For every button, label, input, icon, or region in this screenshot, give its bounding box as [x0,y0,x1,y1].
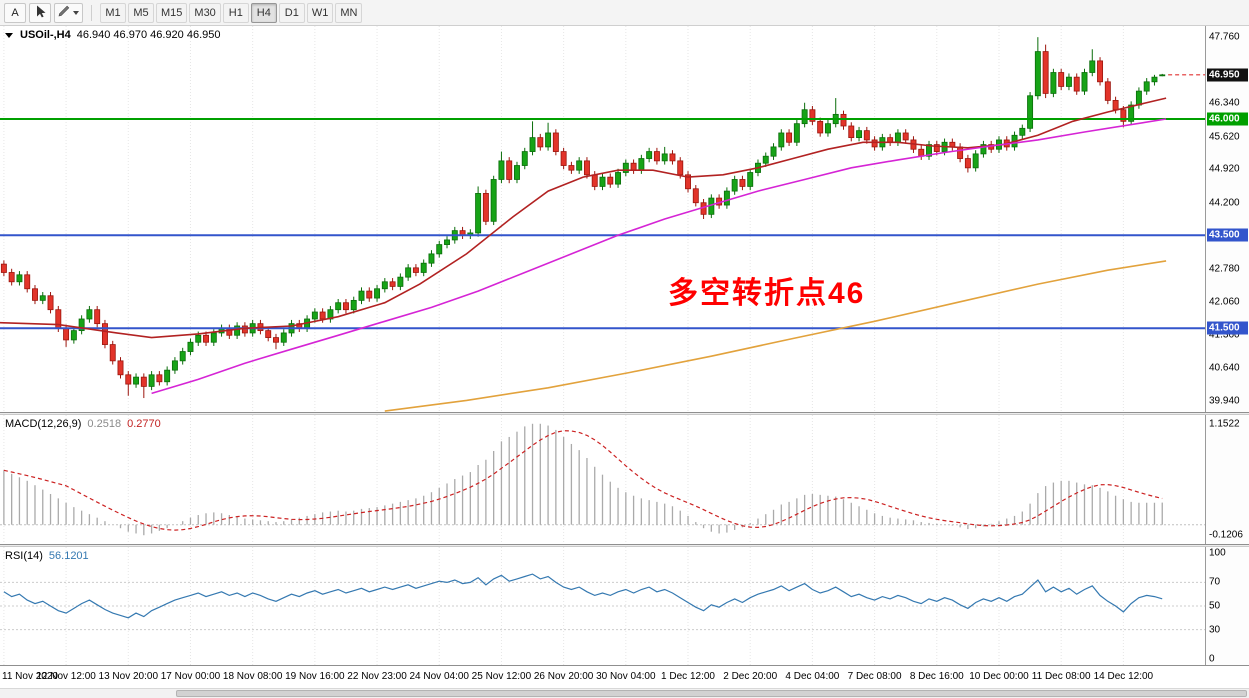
time-axis-label: 19 Nov 16:00 [285,671,345,682]
chart-annotation[interactable]: 多空转折点46 [668,277,866,310]
time-axis-label: 17 Nov 00:00 [160,671,221,682]
scale-label: 100 [1209,547,1226,559]
time-axis-label: 13 Nov 20:00 [98,671,159,682]
panel-splitter[interactable] [0,544,1249,547]
scale-label: 42.060 [1209,296,1240,308]
rsi-name: RSI(14) [5,550,43,562]
scale-label: 44.920 [1209,163,1240,175]
timeframe-button-m1[interactable]: M1 [100,2,126,23]
timeframe-button-m30[interactable]: M30 [189,2,221,23]
time-axis-label: 14 Dec 12:00 [1093,671,1154,682]
scale-label: 47.760 [1209,31,1240,43]
macd-histogram-group [3,423,1163,536]
timeframe-button-h4[interactable]: H4 [250,2,277,23]
scale-label: 30 [1209,624,1221,636]
cursor-icon [35,5,46,21]
time-axis-label: 7 Dec 08:00 [847,671,902,682]
scale-label: 0 [1209,653,1215,665]
timeframe-button-w1[interactable]: W1 [306,2,334,23]
scale-label: 70 [1209,576,1221,588]
time-axis-label: 24 Nov 04:00 [409,671,469,682]
scale-label: 46.340 [1209,97,1240,109]
price-badge: 43.500 [1207,228,1248,242]
price-badge: 46.950 [1207,68,1248,82]
price-badge: 41.500 [1207,321,1248,335]
chart-title: USOil-,H4 46.940 46.970 46.920 46.950 [5,29,220,41]
macd-name: MACD(12,26,9) [5,418,82,430]
macd-axis[interactable]: 1.1522 -0.1206 [1205,415,1249,544]
chevron-down-icon [73,10,79,15]
scale-label: 50 [1209,600,1221,612]
timeframe-button-d1[interactable]: D1 [278,2,305,23]
time-axis-label: 30 Nov 04:00 [596,671,656,682]
time-axis-label: 22 Nov 23:00 [347,671,407,682]
candles-group [0,37,1166,399]
scale-label: 40.640 [1209,362,1240,374]
main-chart-panel: USOil-,H4 46.940 46.970 46.920 46.950 多空… [0,26,1249,412]
macd-signal-value: 0.2770 [127,418,161,430]
rsi-axis[interactable]: 100 70 50 30 0 [1205,547,1249,665]
panel-splitter[interactable] [0,412,1249,415]
macd-panel: MACD(12,26,9) 0.2518 0.2770 1.1522 -0.120… [0,415,1249,544]
ma-orange-line [384,260,1167,412]
macd-label: MACD(12,26,9) 0.2518 0.2770 [5,418,161,430]
macd-signal-line [3,430,1163,531]
ma-magenta-line [151,118,1167,395]
ma-red-line [0,97,1167,339]
rsi-label: RSI(14) 56.1201 [5,550,89,562]
horizontal-scrollbar[interactable] [0,688,1249,698]
rsi-line [3,573,1163,619]
one-click-trading-icon[interactable] [5,32,13,38]
toolbar: A M1 M5 M15 M30 H1 H4 D1 W1 MN [0,0,1249,26]
scale-label: 44.200 [1209,197,1240,209]
macd-plot-area[interactable]: MACD(12,26,9) 0.2518 0.2770 [0,415,1205,544]
rsi-canvas[interactable] [0,547,1205,665]
rsi-value: 56.1201 [48,550,89,562]
price-axis[interactable]: 47.760 46.340 45.620 44.920 44.200 42.780 42.0… [1205,26,1249,412]
symbol-label: USOil-,H4 [20,29,71,41]
draw-tool-button[interactable] [54,2,83,23]
timeframe-button-m5[interactable]: M5 [128,2,154,23]
time-axis-label: 8 Dec 16:00 [909,671,964,682]
time-axis-label: 2 Dec 20:00 [723,671,778,682]
timeframe-button-m15[interactable]: M15 [156,2,188,23]
main-chart-canvas[interactable] [0,26,1205,412]
cursor-tool-button[interactable] [29,2,51,23]
toolbar-separator [91,4,92,21]
scale-label: 39.940 [1209,395,1240,407]
ohlc-values: 46.940 46.970 46.920 46.950 [76,29,221,41]
time-axis-label: 11 Dec 08:00 [1031,671,1091,682]
main-plot-area[interactable]: USOil-,H4 46.940 46.970 46.920 46.950 多空… [0,26,1205,412]
time-axis-label: 1 Dec 12:00 [661,671,715,682]
time-axis-label: 26 Nov 20:00 [533,671,594,682]
scale-label: 41.360 [1209,329,1240,341]
pencil-icon [58,5,70,20]
scale-label: 1.1522 [1209,418,1240,430]
time-axis-label: 10 Dec 00:00 [969,671,1029,682]
time-axis-label: 4 Dec 04:00 [785,671,840,682]
time-axis-label: 12 Nov 12:00 [36,671,96,682]
time-axis-label: 11 Nov 2020 [2,671,58,682]
scale-label: -0.1206 [1209,529,1243,541]
timeframe-buttons: M1 M5 M15 M30 H1 H4 D1 W1 MN [100,2,363,23]
text-tool-button[interactable]: A [4,2,26,23]
scale-label: 42.780 [1209,263,1240,275]
price-badge: 46.000 [1207,112,1248,126]
scale-label: 45.620 [1209,131,1240,143]
timeframe-button-h1[interactable]: H1 [222,2,249,23]
scrollbar-thumb[interactable] [176,690,1247,697]
time-axis-label: 18 Nov 08:00 [222,671,283,682]
time-axis[interactable]: 11 Nov 2020 12 Nov 12:00 13 Nov 20:00 17 No… [0,665,1249,688]
rsi-plot-area[interactable]: RSI(14) 56.1201 [0,547,1205,665]
timeframe-button-mn[interactable]: MN [335,2,363,23]
macd-canvas[interactable] [0,415,1205,544]
rsi-panel: RSI(14) 56.1201 100 70 50 30 0 [0,547,1249,665]
macd-main-value: 0.2518 [87,418,122,430]
time-axis-label: 25 Nov 12:00 [471,671,532,682]
